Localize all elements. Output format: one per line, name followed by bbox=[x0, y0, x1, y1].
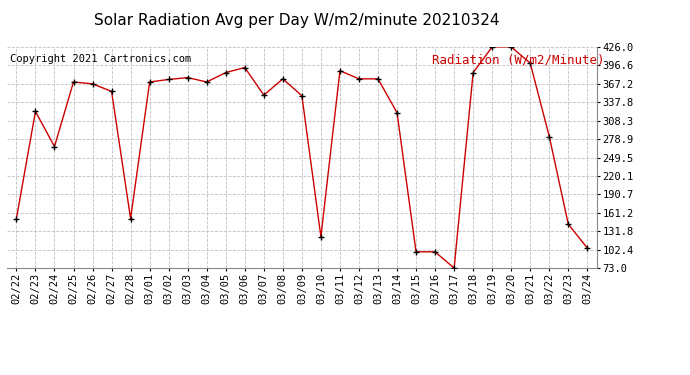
Text: Radiation (W/m2/Minute): Radiation (W/m2/Minute) bbox=[432, 54, 604, 66]
Text: Copyright 2021 Cartronics.com: Copyright 2021 Cartronics.com bbox=[10, 54, 191, 63]
Text: Solar Radiation Avg per Day W/m2/minute 20210324: Solar Radiation Avg per Day W/m2/minute … bbox=[94, 13, 500, 28]
